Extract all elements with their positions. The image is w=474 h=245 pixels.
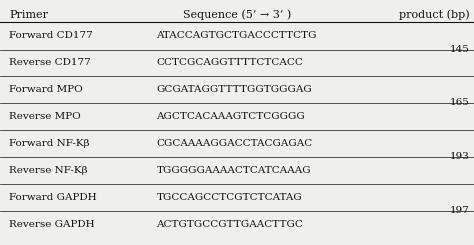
Text: CGCAAAAGGACCTACGAGAC: CGCAAAAGGACCTACGAGAC — [156, 139, 313, 148]
Text: GCGATAGGTTTTGGTGGGAG: GCGATAGGTTTTGGTGGGAG — [156, 85, 312, 94]
Text: 197: 197 — [449, 206, 469, 215]
Text: Reverse MPO: Reverse MPO — [9, 112, 81, 121]
Text: Reverse CD177: Reverse CD177 — [9, 58, 91, 67]
Text: Primer: Primer — [9, 10, 48, 20]
Text: Sequence (5’ → 3’ ): Sequence (5’ → 3’ ) — [183, 10, 291, 20]
Text: AGCTCACAAAGTCTCGGGG: AGCTCACAAAGTCTCGGGG — [156, 112, 305, 121]
Text: Reverse GAPDH: Reverse GAPDH — [9, 220, 95, 229]
Text: ACTGTGCCGTTGAACTTGC: ACTGTGCCGTTGAACTTGC — [156, 220, 303, 229]
Text: Forward GAPDH: Forward GAPDH — [9, 193, 97, 202]
Text: 165: 165 — [449, 98, 469, 107]
Text: Forward NF-Kβ: Forward NF-Kβ — [9, 139, 90, 148]
Text: product (bp): product (bp) — [399, 10, 469, 20]
Text: TGCCAGCCTCGTCTCATAG: TGCCAGCCTCGTCTCATAG — [156, 193, 302, 202]
Text: CCTCGCAGGTTTTCTCACC: CCTCGCAGGTTTTCTCACC — [156, 58, 303, 67]
Text: Forward CD177: Forward CD177 — [9, 31, 93, 40]
Text: TGGGGGAAAACTCATCAAAG: TGGGGGAAAACTCATCAAAG — [156, 166, 311, 175]
Text: 193: 193 — [449, 152, 469, 161]
Text: ATACCAGTGCTGACCCTTCTG: ATACCAGTGCTGACCCTTCTG — [156, 31, 317, 40]
Text: Forward MPO: Forward MPO — [9, 85, 83, 94]
Text: 145: 145 — [449, 45, 469, 53]
Text: Reverse NF-Kβ: Reverse NF-Kβ — [9, 166, 88, 175]
